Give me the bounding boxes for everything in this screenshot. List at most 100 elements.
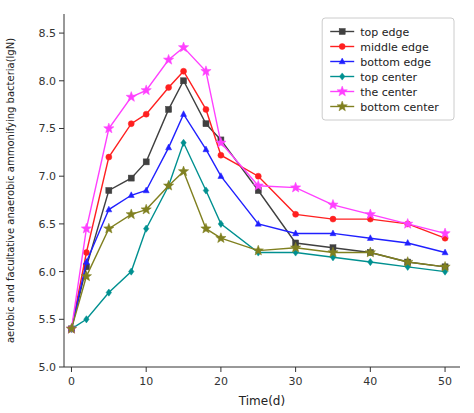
legend-marker — [339, 44, 345, 50]
series — [69, 139, 448, 332]
point — [126, 92, 136, 102]
x-tick-label: 0 — [68, 375, 75, 388]
point — [166, 106, 172, 112]
point — [440, 228, 450, 238]
x-tick-label: 30 — [289, 375, 303, 388]
x-tick — [295, 367, 296, 372]
point — [83, 259, 89, 265]
point — [253, 180, 263, 190]
point — [84, 316, 89, 323]
point — [141, 85, 151, 95]
series-line — [71, 71, 445, 329]
point — [290, 242, 300, 252]
legend-marker — [337, 101, 347, 111]
point — [203, 121, 209, 127]
point — [106, 188, 112, 194]
point — [181, 111, 187, 117]
series — [66, 42, 450, 333]
legend: top edgemiddle edgebottom edgetop center… — [322, 18, 454, 120]
y-tick — [59, 223, 64, 224]
y-tick-label: 8.0 — [39, 75, 57, 88]
point — [178, 42, 188, 52]
point — [368, 258, 373, 265]
y-tick-label: 7.5 — [39, 122, 57, 135]
point — [141, 204, 151, 214]
point — [403, 257, 413, 267]
point — [293, 230, 299, 236]
legend-label: middle edge — [360, 41, 429, 54]
point — [403, 218, 413, 228]
y-tick-label: 5.0 — [39, 361, 57, 374]
point — [104, 223, 114, 233]
point — [163, 180, 173, 190]
x-axis-title: Time(d) — [238, 394, 285, 408]
legend-box — [322, 18, 454, 120]
point — [143, 225, 148, 232]
point — [66, 323, 76, 333]
y-axis-line — [64, 14, 65, 367]
series-line — [71, 143, 445, 329]
point — [83, 250, 89, 256]
legend-label: bottom edge — [360, 56, 431, 69]
point — [218, 220, 223, 227]
point — [104, 123, 114, 133]
point — [201, 223, 211, 233]
point — [81, 223, 91, 233]
point — [218, 173, 224, 179]
x-tick — [445, 367, 446, 372]
point — [106, 289, 111, 296]
point — [181, 139, 186, 146]
point — [290, 182, 300, 192]
point — [330, 230, 336, 236]
point — [129, 268, 134, 275]
point — [128, 192, 134, 198]
legend-marker — [340, 73, 345, 80]
axes: 010203040505.05.56.06.57.07.58.08.5 — [39, 14, 461, 388]
plot-data — [66, 42, 450, 333]
legend-marker — [337, 86, 347, 96]
point — [328, 199, 338, 209]
point — [178, 166, 188, 176]
y-tick-label: 6.0 — [39, 266, 57, 279]
y-tick — [59, 271, 64, 272]
series — [68, 68, 448, 332]
point — [66, 323, 76, 333]
point — [330, 216, 336, 222]
x-tick-label: 50 — [438, 375, 452, 388]
legend-marker — [339, 58, 345, 64]
series-line — [71, 171, 445, 328]
y-tick — [59, 33, 64, 34]
point — [365, 247, 375, 257]
y-tick-label: 8.5 — [39, 27, 57, 40]
x-axis-line — [64, 367, 460, 368]
chart: 010203040505.05.56.06.57.07.58.08.5Time(… — [0, 0, 474, 413]
y-tick-label: 5.5 — [39, 313, 57, 326]
point — [106, 154, 112, 160]
point — [143, 159, 149, 165]
legend-label: top center — [360, 71, 417, 84]
point — [126, 209, 136, 219]
x-tick-label: 40 — [363, 375, 377, 388]
point — [81, 271, 91, 281]
legend-marker — [339, 29, 345, 35]
series — [68, 111, 448, 331]
point — [166, 144, 172, 150]
point — [216, 233, 226, 243]
series-line — [71, 114, 445, 329]
y-tick-label: 6.5 — [39, 218, 57, 231]
point — [181, 68, 187, 74]
x-tick — [370, 367, 371, 372]
y-tick — [59, 319, 64, 320]
series — [66, 166, 450, 333]
point — [216, 137, 226, 147]
point — [367, 235, 373, 241]
y-tick-label: 7.0 — [39, 170, 57, 183]
point — [203, 106, 209, 112]
point — [293, 211, 299, 217]
point — [106, 206, 112, 212]
series-line — [71, 47, 445, 328]
x-tick-label: 20 — [214, 375, 228, 388]
legend-label: the center — [360, 86, 417, 99]
point — [255, 220, 261, 226]
y-axis-title: aerobic and facultative anaerobic ammoni… — [5, 38, 16, 343]
